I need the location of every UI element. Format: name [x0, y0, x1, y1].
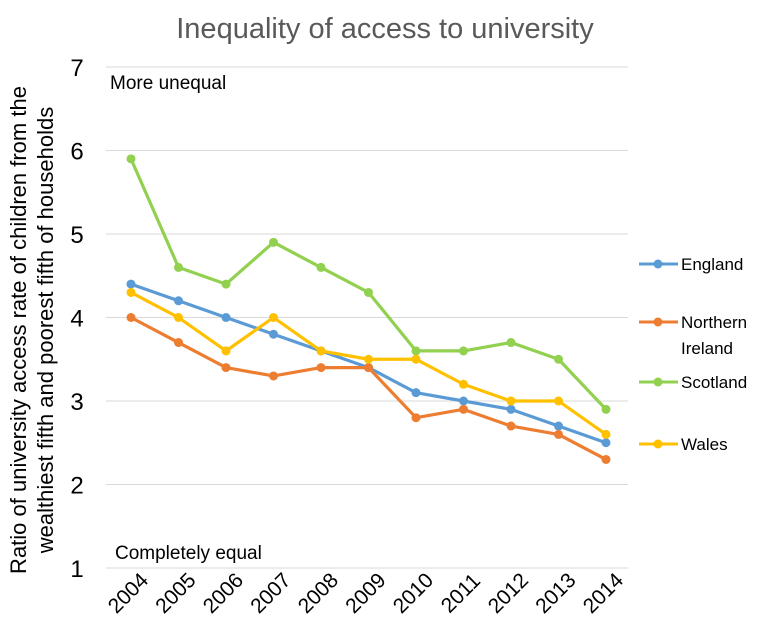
annotation-more-unequal: More unequal [110, 73, 226, 94]
data-point-england [601, 438, 611, 448]
data-point-wales [411, 354, 421, 364]
legend-label-scotland: Scotland [681, 373, 747, 392]
x-tick-label: 2010 [389, 569, 438, 618]
data-point-wales [459, 379, 468, 389]
y-tick-label: 2 [70, 473, 83, 500]
x-tick-label: 2007 [246, 569, 295, 618]
legend-marker-england [653, 259, 663, 269]
data-point-england [269, 329, 278, 339]
data-point-wales [601, 429, 611, 439]
x-tick-label: 2004 [104, 569, 154, 619]
legend-item-england: England [639, 255, 743, 274]
legend-label-wales: Wales [681, 435, 728, 454]
x-axis-ticks: 2004200520062007200820092010201120122013… [104, 569, 629, 619]
series-line-northern-ireland [129, 315, 608, 462]
data-point-scotland [221, 279, 231, 289]
y-tick-label: 4 [70, 306, 83, 333]
legend-item-wales: Wales [639, 435, 728, 454]
y-axis-ticks: 1 2 3 4 5 6 7 [70, 55, 83, 583]
data-point-northern-ireland [364, 363, 373, 373]
data-point-northern-ireland [269, 371, 278, 381]
legend-marker-scotland [653, 377, 663, 387]
data-point-northern-ireland [174, 338, 183, 348]
data-point-wales [506, 396, 516, 406]
x-tick-label: 2014 [579, 569, 629, 619]
legend-label-northern-ireland-line-1: Northern [681, 313, 747, 332]
data-point-northern-ireland [554, 429, 563, 439]
y-tick-label: 7 [70, 55, 83, 82]
data-point-england [459, 396, 468, 406]
data-point-scotland [126, 154, 136, 164]
data-point-scotland [316, 262, 326, 272]
data-point-england [221, 313, 231, 322]
annotation-completely-equal: Completely equal [115, 543, 262, 564]
data-point-northern-ireland [601, 454, 611, 464]
data-point-england [554, 421, 563, 431]
x-tick-label: 2013 [531, 569, 580, 618]
series-northern-ireland [126, 313, 611, 464]
x-tick-label: 2006 [199, 569, 248, 618]
data-point-wales [221, 346, 231, 356]
data-point-northern-ireland [221, 363, 231, 373]
data-point-northern-ireland [316, 363, 326, 373]
chart-title: Inequality of access to university [176, 13, 594, 45]
y-axis-label-line-2: wealthiest fifth and poorest fifth of ho… [33, 107, 58, 554]
x-tick-label: 2012 [484, 569, 533, 618]
data-point-scotland [506, 338, 516, 348]
legend-item-scotland: Scotland [639, 373, 747, 392]
series-lines [126, 154, 611, 464]
y-axis-label-line-1: Ratio of university access rate of child… [6, 86, 31, 574]
data-point-wales [364, 354, 373, 364]
data-point-wales [316, 346, 326, 356]
x-tick-label: 2009 [341, 569, 390, 618]
data-point-wales [174, 313, 183, 322]
data-point-england [506, 404, 516, 414]
data-point-scotland [269, 237, 278, 247]
data-point-wales [554, 396, 563, 406]
data-point-wales [126, 287, 136, 297]
gridlines [106, 66, 628, 569]
data-point-england [411, 388, 421, 398]
legend-marker-wales [653, 439, 663, 449]
legend-item-northern-ireland: Northern Ireland [639, 313, 747, 358]
data-point-england [126, 279, 136, 289]
legend-label-england: England [681, 255, 743, 274]
data-point-scotland [554, 354, 563, 364]
series-scotland [126, 154, 611, 414]
data-point-scotland [601, 404, 611, 414]
data-point-england [174, 296, 183, 306]
legend-label-northern-ireland-line-2: Ireland [681, 339, 733, 358]
data-point-northern-ireland [459, 404, 468, 414]
legend: England Northern Ireland Scotland Wales [639, 255, 747, 454]
y-tick-label: 3 [70, 389, 83, 416]
legend-marker-northern-ireland [653, 317, 663, 327]
y-tick-label: 5 [70, 222, 83, 249]
data-point-scotland [174, 262, 183, 272]
x-tick-label: 2008 [294, 569, 343, 618]
data-point-northern-ireland [411, 413, 421, 423]
data-point-scotland [364, 287, 373, 297]
x-tick-label: 2005 [151, 569, 200, 618]
data-point-northern-ireland [506, 421, 516, 431]
data-point-northern-ireland [126, 313, 136, 322]
data-point-scotland [459, 346, 468, 356]
y-tick-label: 1 [70, 556, 83, 583]
data-point-scotland [411, 346, 421, 356]
data-point-wales [269, 313, 278, 322]
x-tick-label: 2011 [437, 569, 485, 617]
y-tick-label: 6 [70, 139, 83, 166]
series-wales [126, 287, 611, 439]
